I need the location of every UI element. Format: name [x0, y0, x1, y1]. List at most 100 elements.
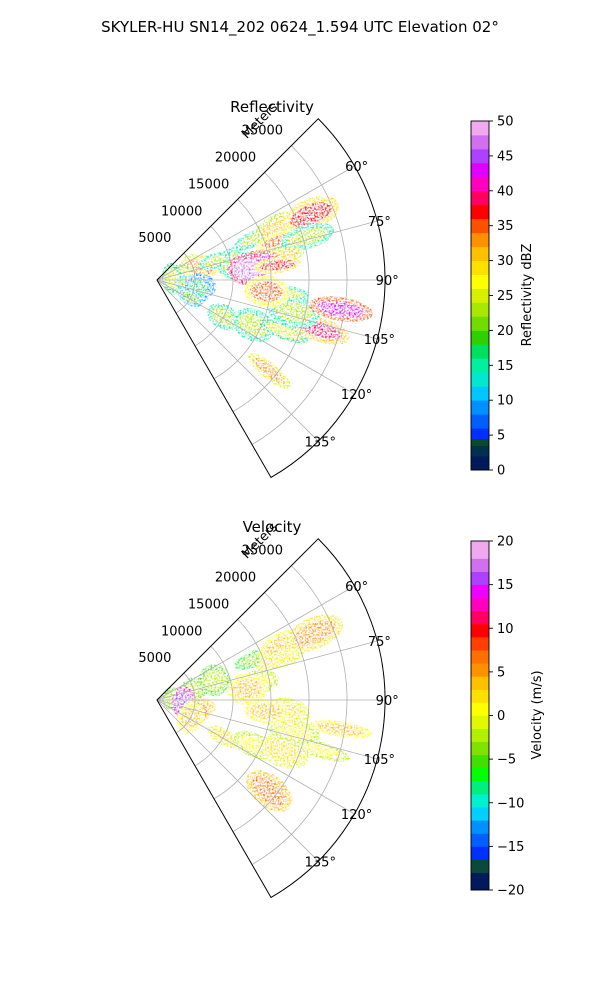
angle-tick-label: 120°: [341, 388, 372, 403]
colorbar-segment: [471, 260, 489, 275]
radial-tick-label: 10000: [161, 204, 202, 219]
colorbar-segment: [471, 689, 489, 703]
angular-grid-line: [156, 699, 378, 760]
colorbar-segment: [471, 767, 489, 782]
colorbar-tick-label: 45: [497, 149, 514, 164]
echo-cell: [317, 300, 365, 318]
colorbar-segment: [471, 330, 489, 345]
angular-grid-line: [156, 279, 378, 340]
colorbar-tick-label: 0: [497, 709, 505, 724]
radial-tick-label: 25000: [242, 124, 283, 139]
colorbar-segment: [471, 134, 489, 150]
radial-tick-label: 5000: [138, 651, 171, 666]
radial-grid-arc: [194, 225, 234, 347]
radial-grid-arc: [213, 619, 272, 800]
angle-tick-label: 120°: [341, 808, 372, 823]
colorbar-tick-label: 0: [497, 464, 505, 479]
colorbar-tick-label: −10: [497, 796, 524, 811]
echo-cell: [253, 357, 285, 385]
colorbar-segment: [471, 584, 489, 599]
angle-tick-label: 105°: [364, 753, 395, 768]
echo-cell: [202, 669, 227, 691]
radial-tick-label: 20000: [215, 151, 256, 166]
colorbar-tick-label: 10: [497, 394, 514, 409]
colorbar-segment: [471, 610, 489, 625]
colorbar-segment: [471, 794, 489, 808]
velocity-polar-plot: 500010000150002000025000Meters60°75°90°1…: [138, 520, 399, 899]
colorbar-segment: [471, 148, 489, 164]
angular-grid-line: [156, 279, 319, 442]
colorbar-tick-label: 20: [497, 535, 514, 550]
angular-grid-line: [156, 699, 319, 862]
colorbar-segment: [471, 204, 489, 220]
colorbar-segment: [471, 428, 489, 439]
echo-cell: [250, 281, 284, 302]
angular-grid-line: [156, 165, 355, 281]
colorbar-tick-label: 20: [497, 324, 514, 339]
angle-tick-label: 90°: [376, 274, 399, 289]
echo-cell: [250, 703, 284, 720]
colorbar-segment: [471, 218, 489, 234]
colorbar-tick-label: 40: [497, 184, 514, 199]
colorbar-segment: [471, 663, 489, 677]
echo-cell: [298, 741, 343, 759]
colorbar-segment: [471, 246, 489, 261]
echo-cell: [265, 322, 302, 340]
radial-tick-label: 15000: [188, 597, 229, 612]
colorbar-segment: [471, 358, 489, 373]
radial-grid-arc: [251, 145, 348, 445]
colorbar-segment: [471, 274, 489, 289]
colorbar-tick-label: 15: [497, 359, 514, 374]
colorbar-segment: [471, 715, 489, 729]
colorbar-segment: [471, 558, 489, 572]
colorbar-segment: [471, 438, 489, 446]
velocity-panel: Velocity 500010000150002000025000Meters6…: [138, 518, 545, 899]
colorbar-segment: [471, 702, 489, 716]
colorbar-segment: [471, 820, 489, 834]
colorbar-segment: [471, 597, 489, 612]
echo-cell: [290, 202, 332, 228]
angular-grid-line: [156, 699, 355, 815]
echo-cell: [274, 300, 314, 323]
angle-tick-label: 75°: [368, 215, 391, 230]
radial-tick-label: 5000: [138, 231, 171, 246]
radial-grid-arc: [175, 252, 196, 314]
radial-tick-label: 20000: [215, 571, 256, 586]
radial-tick-label: 25000: [242, 544, 283, 559]
reflectivity-colorbar: 0 5 10 15 20 25 30 35 40 45 50: [470, 115, 514, 479]
colorbar-tick-label: 25: [497, 289, 514, 304]
reflectivity-polar-plot: 500010000150002000025000Meters60°75°90°1…: [138, 100, 399, 479]
colorbar-segment: [471, 833, 489, 847]
colorbar-segment: [471, 741, 489, 756]
angular-grid-line: [156, 220, 378, 281]
colorbar-segment: [471, 316, 489, 331]
colorbar-segment: [471, 571, 489, 586]
angle-tick-label: 75°: [368, 635, 391, 650]
colorbar-segment: [471, 846, 489, 860]
colorbar-tick-label: −20: [497, 884, 524, 899]
colorbar-segment: [471, 754, 489, 769]
colorbar-tick-label: 50: [497, 115, 514, 130]
colorbar-segment: [471, 344, 489, 359]
reflectivity-panel: Reflectivity 500010000150002000025000Met…: [138, 98, 535, 479]
colorbar-segment: [471, 636, 489, 651]
colorbar-tick-label: 10: [497, 622, 514, 637]
reflectivity-title: Reflectivity: [230, 98, 314, 116]
angle-tick-label: 135°: [305, 855, 336, 870]
angle-tick-label: 105°: [364, 333, 395, 348]
colorbar-segment: [471, 386, 489, 401]
colorbar-segment: [471, 445, 489, 457]
colorbar-segment: [471, 288, 489, 303]
colorbar-segment: [471, 400, 489, 415]
colorbar-tick-label: 35: [497, 219, 514, 234]
radial-grid-arc: [194, 645, 234, 767]
echo-cell: [238, 313, 269, 337]
colorbar-segment: [471, 162, 489, 178]
echo-cell: [265, 739, 302, 763]
radial-tick-label: 15000: [188, 177, 229, 192]
echo-layer: [161, 614, 373, 812]
colorbar-tick-label: 5: [497, 429, 505, 444]
polar-frame: [156, 538, 386, 899]
polar-frame: [156, 118, 386, 479]
radial-grid-arc: [213, 199, 272, 380]
